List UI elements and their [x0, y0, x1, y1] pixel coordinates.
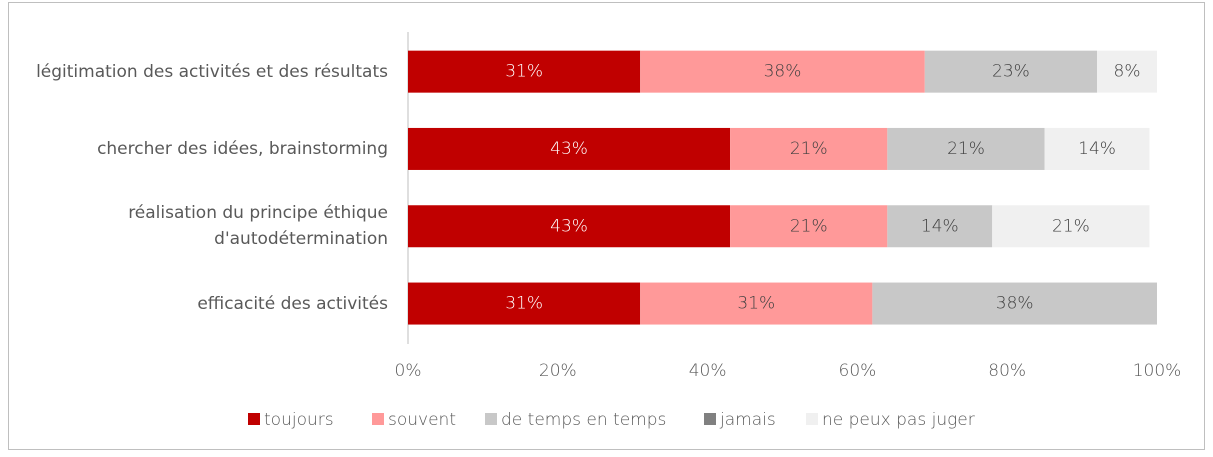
- legend-swatch: [248, 413, 260, 425]
- legend-label: ne peux pas juger: [822, 410, 975, 430]
- x-tick-label: 80%: [988, 361, 1026, 381]
- data-label: 23%: [992, 62, 1030, 82]
- legend-swatch: [806, 413, 818, 425]
- legend-label: jamais: [719, 410, 776, 430]
- legend-swatch: [704, 413, 716, 425]
- bar-segment: [408, 205, 731, 248]
- bar-segment: [872, 282, 1157, 325]
- category-label: réalisation du principe éthique d'autodé…: [128, 203, 388, 250]
- bar-segment: [408, 50, 641, 93]
- bar-segment: [408, 282, 641, 325]
- bar-segment: [1044, 127, 1150, 170]
- x-tick-label: 0%: [395, 361, 422, 381]
- category-label: chercher des idées, brainstorming: [97, 138, 388, 159]
- category-label: efficacité des activités: [197, 293, 388, 314]
- data-label: 31%: [505, 62, 543, 82]
- legend-label: souvent: [388, 410, 456, 430]
- category-label: légitimation des activités et des résult…: [36, 61, 388, 82]
- legend-label: de temps en temps: [501, 410, 666, 430]
- bar-segment: [640, 282, 873, 325]
- bar-segment: [887, 127, 1045, 170]
- legend-label: toujours: [264, 410, 334, 430]
- data-label: 43%: [550, 139, 588, 159]
- bar-segment: [1097, 50, 1157, 93]
- data-label: 31%: [505, 294, 543, 314]
- data-label: 8%: [1114, 62, 1141, 82]
- x-tick-label: 60%: [839, 361, 877, 381]
- frame: [8, 2, 1205, 450]
- bar-segment: [408, 127, 731, 170]
- bar-segment: [887, 205, 993, 248]
- data-label: 14%: [921, 216, 959, 236]
- x-tick-label: 20%: [539, 361, 577, 381]
- data-label: 21%: [1052, 216, 1090, 236]
- x-tick-label: 40%: [689, 361, 727, 381]
- data-label: 14%: [1078, 139, 1116, 159]
- bar-segment: [640, 50, 925, 93]
- data-label: 38%: [996, 294, 1034, 314]
- bar-segment: [992, 205, 1150, 248]
- data-label: 43%: [550, 216, 588, 236]
- data-label: 21%: [790, 216, 828, 236]
- bar-segment: [924, 50, 1098, 93]
- bar-segment: [730, 205, 888, 248]
- data-label: 21%: [947, 139, 985, 159]
- bar-segment: [730, 127, 888, 170]
- legend-swatch: [372, 413, 384, 425]
- legend-swatch: [485, 413, 497, 425]
- data-label: 31%: [737, 294, 775, 314]
- data-label: 38%: [764, 62, 802, 82]
- data-label: 21%: [790, 139, 828, 159]
- x-tick-label: 100%: [1133, 361, 1182, 381]
